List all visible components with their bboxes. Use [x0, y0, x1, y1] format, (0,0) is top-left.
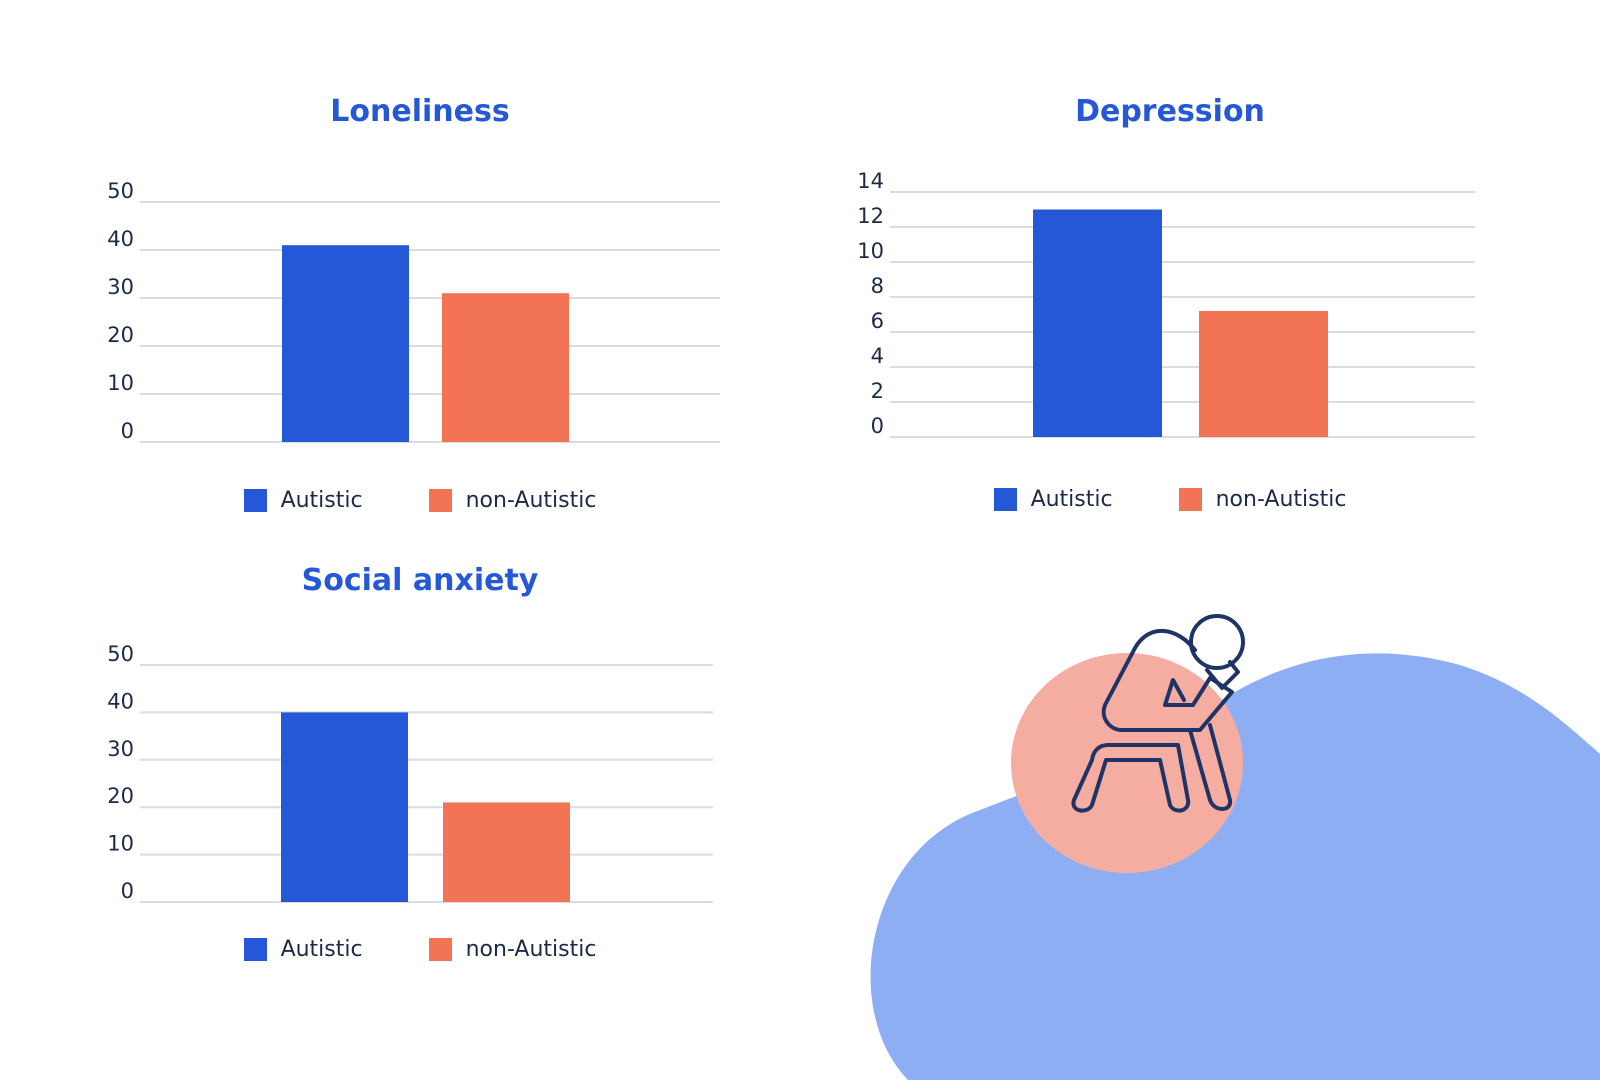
y-tick-label: 10 [107, 832, 134, 856]
bar-autistic [281, 712, 408, 902]
pink-blob [1011, 653, 1243, 873]
chart-legend: Autistic non-Autistic [100, 488, 740, 513]
legend-item-autistic: Autistic [243, 488, 363, 513]
chart-depression: Depression 0 2 4 6 8 10 12 14 Autistic non-Auti… [850, 90, 1490, 530]
person-arm [1205, 660, 1240, 690]
y-tick-label: 30 [107, 275, 134, 299]
legend-item-non-autistic: non-Autistic [428, 937, 597, 962]
chart-plot: 0 10 20 30 40 50 [107, 179, 720, 443]
legend-swatch-autistic [243, 489, 267, 512]
legend-label-non-autistic: non-Autistic [465, 488, 597, 513]
chair-seat [1071, 743, 1191, 813]
legend-label-autistic: Autistic [280, 937, 363, 962]
person-figure [1071, 614, 1245, 813]
legend-swatch-non-autistic [1178, 488, 1202, 511]
chart-title: Social anxiety [301, 563, 539, 598]
legend-item-autistic: Autistic [993, 487, 1113, 512]
y-tick-label: 10 [857, 239, 884, 263]
chart-title: Depression [1075, 94, 1265, 129]
person-legs [1188, 723, 1233, 811]
y-tick-label: 14 [857, 169, 884, 193]
person-torso [1101, 629, 1234, 732]
bar-non-autistic [1199, 311, 1328, 437]
y-tick-label: 6 [871, 309, 884, 333]
y-tick-label: 20 [107, 784, 134, 808]
y-tick-label: 50 [107, 179, 134, 203]
chart-legend: Autistic non-Autistic [850, 487, 1490, 512]
y-tick-label: 50 [107, 642, 134, 666]
y-tick-label: 40 [107, 689, 134, 713]
legend-item-non-autistic: non-Autistic [1178, 487, 1347, 512]
legend-swatch-non-autistic [428, 938, 452, 961]
y-tick-label: 0 [121, 879, 134, 903]
legend-label-non-autistic: non-Autistic [465, 937, 597, 962]
blue-blob [870, 653, 1600, 1080]
legend-label-non-autistic: non-Autistic [1215, 487, 1347, 512]
y-tick-label: 20 [107, 323, 134, 347]
legend-swatch-autistic [243, 938, 267, 961]
legend-item-non-autistic: non-Autistic [428, 488, 597, 513]
y-tick-label: 2 [871, 379, 884, 403]
chart-social-anxiety: Social anxiety 0 10 20 30 40 50 Autistic non-… [100, 563, 740, 1003]
legend-label-autistic: Autistic [1030, 487, 1113, 512]
sitting-person-head-in-hand-icon [870, 614, 1600, 1080]
chart-loneliness: Loneliness 0 10 20 30 40 50 Autistic non-Auti… [100, 90, 740, 530]
bar-autistic [1033, 209, 1162, 437]
legend-swatch-non-autistic [428, 489, 452, 512]
bar-autistic [282, 245, 409, 442]
y-tick-label: 40 [107, 227, 134, 251]
legend-item-autistic: Autistic [243, 937, 363, 962]
chart-legend: Autistic non-Autistic [100, 937, 740, 962]
person-head [1189, 614, 1245, 670]
y-tick-label: 8 [871, 274, 884, 298]
bar-non-autistic [443, 802, 570, 902]
y-tick-label: 12 [857, 204, 884, 228]
chart-title: Loneliness [330, 94, 510, 129]
y-tick-label: 0 [871, 414, 884, 438]
chart-plot: 0 10 20 30 40 50 [107, 642, 713, 903]
y-tick-label: 0 [121, 419, 134, 443]
legend-label-autistic: Autistic [280, 488, 363, 513]
y-tick-label: 10 [107, 371, 134, 395]
y-tick-label: 30 [107, 737, 134, 761]
y-tick-label: 4 [871, 344, 884, 368]
legend-swatch-autistic [993, 488, 1017, 511]
chart-plot: 0 2 4 6 8 10 12 14 [857, 169, 1475, 438]
bar-non-autistic [442, 293, 569, 442]
